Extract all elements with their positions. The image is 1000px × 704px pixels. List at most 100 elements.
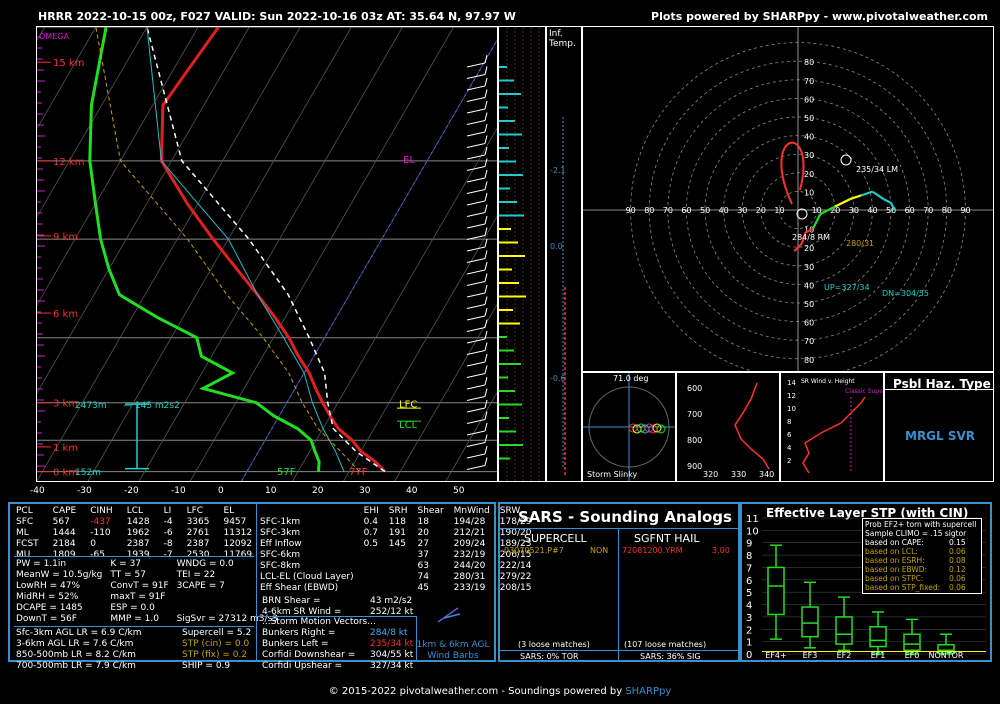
lapse-rate: Sfc-3km AGL LR = 6.9 C/km [16,628,142,638]
psbl-haz-value: MRGL SVR [905,429,976,443]
kinematics-cell: 74 [417,572,429,582]
isotherm-line [189,26,454,482]
storm-vector-value: 235/34 kt [370,639,414,649]
inftemp-value: -2.1 [550,166,566,175]
hodo-segment [793,242,803,252]
kinematics-cell [389,583,418,594]
parcel-cell: 2184 [52,539,76,549]
height-label: 3 km [53,399,78,410]
kinematics-cell: 18 [417,517,429,527]
inftemp-value: -0.6 [550,374,566,383]
temp-tick-label: 30 [359,486,371,496]
parcel-cell: -8 [163,539,173,549]
sars-tor-prob: SARS: 0% TOR [520,652,579,661]
stp-category-label: EF0 [905,651,920,660]
wind-barb-flag [484,365,488,374]
wind-barb [466,442,486,447]
kinematics-cell: 232/19 [453,550,486,560]
sars-hail-size: 3.00 [712,546,730,555]
hodo-ring-label: 60 [804,95,814,104]
footer: © 2015-2022 pivotalweather.com - Soundin… [0,686,1000,697]
storm-vector: Bunkers Right = 284/8 kt [262,628,413,639]
kinematics-cell: Eff Shear (EBWD) [260,583,339,593]
sars-sig-prob: SARS: 36% SIG [640,652,701,661]
sars-box: SARS - Sounding Analogs SUPERCELL SGFNT … [498,502,740,662]
wind-barb-flag [484,411,488,420]
parcel-header-cell: PCL [16,506,33,516]
sars-hail-header: SGFNT HAIL [634,532,700,545]
temp-tick-label: -40 [30,486,45,496]
composite-param: STP (fix) = 0.2 [182,650,248,660]
wind-barb-flag [484,192,488,202]
kinematics-header-row: EHI SRH Shear MnWind SRW [260,506,541,517]
stp-title: Effective Layer STP (with CIN) [766,506,969,520]
stp-y-tick: 0 [746,650,752,660]
wind-barb [466,246,486,252]
wind-barb [466,350,486,355]
kinematics-cell: Eff Inflow [260,539,302,549]
sfc-temp-label: 77F [349,467,368,478]
hodo-segment [860,190,873,197]
right-mover-marker [796,208,808,220]
slinky-circle [652,423,662,433]
wind-barb-flag [484,445,488,455]
parcel-cell: 1939 [126,550,150,560]
kinematics-cell: 20 [417,528,429,538]
hodo-x-tick: 20 [830,206,840,215]
wind-barb [466,373,486,378]
isotherm-line [0,26,46,105]
hodo-ring-label: 70 [804,337,814,346]
kinematics-cell [364,550,389,561]
wind-barb [466,223,486,229]
hodograph-panel: 10 10 20 20 30 30 40 40 50 50 60 60 70 70 80 80 90 80 70 60… [582,26,994,378]
parcel-cell: 0 [90,539,96,549]
footer-link[interactable]: SHARPpy [625,686,672,697]
hodo-x-tick: 20 [756,206,766,215]
lfc-label: LFC [399,399,417,410]
wind-barb [466,407,486,413]
kinematics-row: SFC-8km 63 244/20 222/14 [260,561,541,572]
wind-barb-flag [484,388,488,397]
kinematics-cell: SFC-8km [260,561,301,571]
index-cell: DCAPE = 1485 [16,603,83,613]
index-cell: SigSvr = 27312 m3/s3 [176,614,278,624]
parcel-cell: -7 [163,550,173,560]
kinematics-cell: 191 [388,528,406,538]
stp-category-label: EF4+ [765,651,786,660]
hodo-ring-label: 70 [804,77,814,86]
storm-motion-title: ...Storm Motion Vectors... [262,617,376,627]
stp-box: Effective Layer STP (with CIN) 11 10 9 8 7 6 5… [740,502,992,662]
parcel-cell: MU [16,550,31,560]
credit-text: Plots powered by SHARPpy - www.pivotalwe… [651,10,988,23]
hodo-x-tick: 30 [849,206,859,215]
kinematics-header-cell: EHI [363,506,379,516]
wind-barb [466,361,486,367]
parcel-header-cell: LFC [186,506,204,516]
isotherm-line [0,26,250,458]
wind-barb [466,304,486,309]
stp-category-label: EF3 [803,651,818,660]
wind-barb-flag [484,330,488,340]
wind-barb-flag [484,376,488,386]
left-mover-label: 235/34 LM [856,165,898,174]
hodo-x-tick: 60 [681,206,691,215]
kinematics-cell: 145 [388,539,406,549]
storm-slinky-panel: 71.0 deg Storm Slinky [582,372,676,482]
isotherm-line [343,26,608,482]
hodo-ring-label: 80 [804,58,814,67]
stp-y-tick: 5 [746,588,752,599]
sr-wind-tick: 12 [787,392,796,400]
storm-vector-label: Bunkers Left = [262,639,329,649]
wind-barb-flag [484,227,488,236]
isotherm-line [445,26,710,482]
dewpoint-profile [88,26,321,472]
kinematics-header-cell: SRW [499,506,521,516]
stp-y-tick: 7 [746,563,752,574]
wind-barb-flag [484,273,488,282]
divider-line [500,528,738,529]
divider-line [416,616,417,660]
index-row: LowRH = 47% ConvT = 91F 3CAPE = 7 [16,581,286,592]
hodo-ring-label: 30 [804,263,814,272]
